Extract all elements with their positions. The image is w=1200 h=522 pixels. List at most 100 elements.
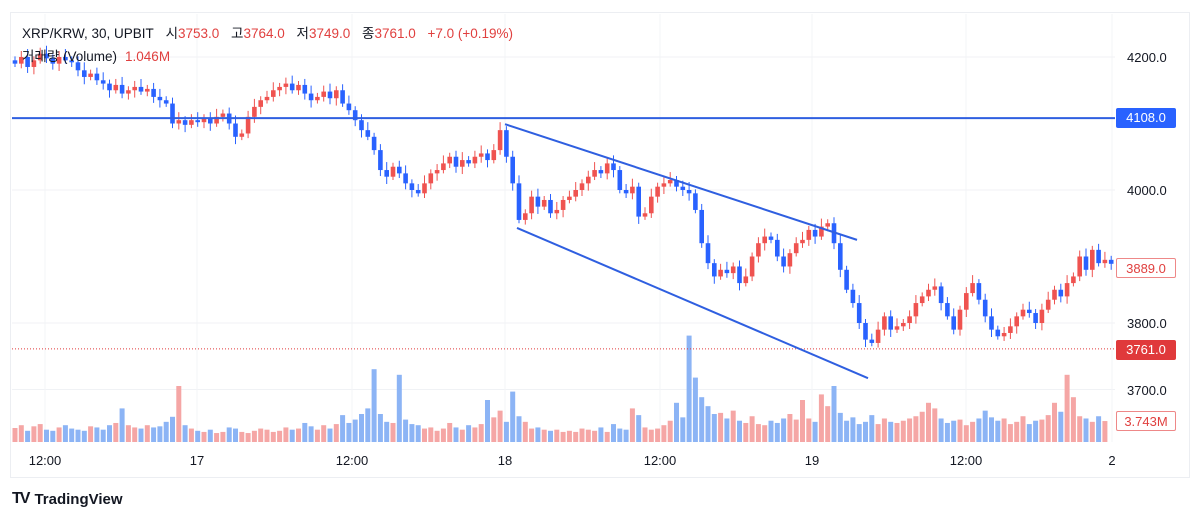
candle-body [390,166,396,177]
volume-bar [62,425,68,442]
volume-bar [592,430,598,442]
volume-bar [403,419,409,442]
candle-body [919,296,925,304]
candle-body [69,60,74,63]
candle-body [989,316,994,330]
candle-body [321,91,326,97]
volume-bar [384,421,390,442]
volume-bar [629,408,635,442]
volume-bar [755,424,761,442]
candle-body [415,190,421,194]
brand-name: TradingView [34,490,123,508]
volume-bar [768,420,774,442]
candle-body [907,316,912,323]
x-tick-label: 19 [804,453,820,468]
volume-bar [233,428,238,442]
candle-body [787,253,793,267]
x-tick-label: 12:00 [28,453,62,468]
volume-bar [617,428,623,442]
candle-body [258,100,263,107]
volume-legend: 거래량 (Volume) 1.046M [22,45,178,65]
candle-body [667,180,673,184]
volume-bar [957,419,963,442]
candle-body [1090,249,1095,270]
candle-body [970,283,975,294]
volume-bar [856,424,862,442]
volume-bar [1007,424,1013,442]
candle-body [806,229,812,240]
volume-bar [81,430,87,442]
candle-body [151,88,156,97]
candle-body [12,60,18,64]
volume-bar [522,421,528,442]
open-label: 시 [165,26,178,41]
volume-bar [762,425,768,442]
candle-body [497,130,503,151]
volume-bar [1001,418,1007,442]
candle-body [800,239,805,244]
candle-body [44,53,49,59]
volume-label[interactable]: 거래량 (Volume) [22,49,118,64]
volume-bar [692,377,698,442]
candle-body [768,236,774,240]
volume-bar [258,428,264,442]
volume-bar [831,386,837,442]
candle-body [239,133,245,137]
volume-bar [604,431,610,442]
volume-bar [440,428,446,442]
candle-body [1071,276,1076,284]
volume-bar [1039,419,1045,442]
candle-body [598,170,604,174]
candle-body [938,286,944,304]
volume-bar [214,433,220,442]
candle-body [491,150,497,161]
volume-bar [289,429,295,442]
tradingview-logo[interactable]: TV TradingView [12,490,123,508]
x-tick-label: 18 [497,453,513,468]
volume-bar [932,408,938,442]
volume-bar [1070,397,1076,442]
candle-body [1039,309,1045,323]
volume-bar [75,429,81,442]
candle-body [617,170,623,190]
candle-body [749,256,755,277]
x-tick-label: 12:00 [949,453,983,468]
volume-bar [1045,415,1051,442]
volume-bar [907,418,913,442]
candle-body [176,120,182,124]
volume-bar [201,431,207,442]
candle-body [838,243,843,270]
candle-body [674,180,679,187]
candle-body [504,130,509,157]
low-label: 저 [296,26,309,41]
volume-bar [466,425,472,442]
close-label: 종 [362,26,375,41]
candle-body [334,90,339,99]
volume-bar [1089,421,1095,442]
candle-body [1020,309,1026,317]
volume-bar [1020,416,1026,442]
volume-bar [422,428,427,442]
candle-body [346,103,352,111]
volume-bar [825,406,831,442]
candle-body [409,183,415,190]
symbol-label[interactable]: XRP/KRW, 30, UPBIT [22,26,154,41]
volume-bar [459,429,465,442]
volume-bar [497,410,503,442]
candle-body [913,303,919,317]
candle-body [50,58,56,64]
candle-body [869,339,875,343]
candle-body [812,229,818,237]
volume-bar [982,410,988,442]
candle-body [195,120,200,123]
volume-bar [566,430,572,442]
candle-body [510,156,515,184]
candle-body [1108,259,1114,264]
volume-bar [680,417,686,442]
candle-body [850,289,856,304]
volume-bar [251,430,257,442]
candle-body [686,190,692,194]
volume-bar [1058,411,1064,442]
